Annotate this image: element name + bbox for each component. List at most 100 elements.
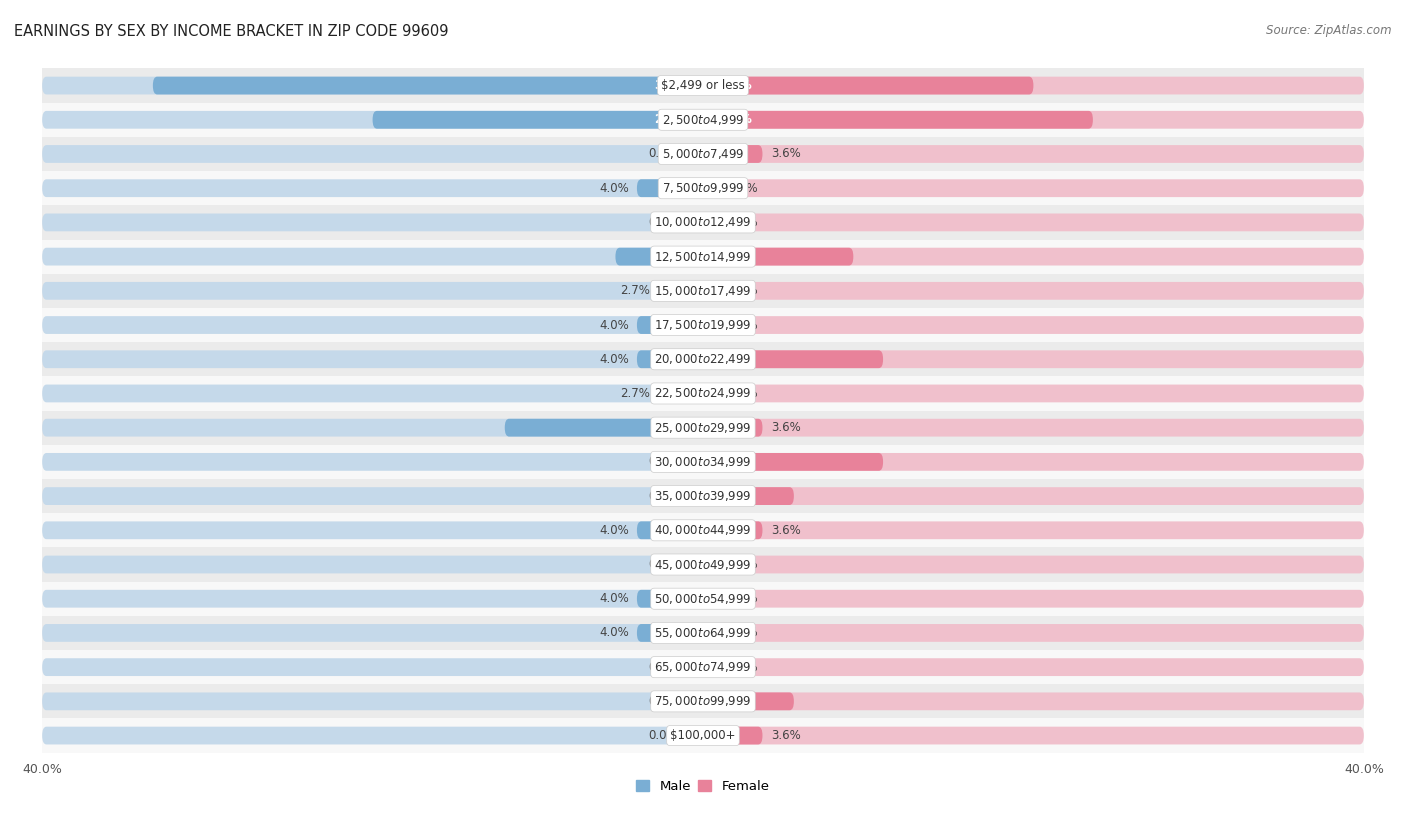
FancyBboxPatch shape <box>42 137 1364 171</box>
FancyBboxPatch shape <box>703 385 1364 402</box>
FancyBboxPatch shape <box>637 521 703 539</box>
Text: $25,000 to $29,999: $25,000 to $29,999 <box>654 420 752 435</box>
FancyBboxPatch shape <box>637 316 703 334</box>
FancyBboxPatch shape <box>703 487 794 505</box>
FancyBboxPatch shape <box>42 76 703 94</box>
FancyBboxPatch shape <box>703 624 1364 641</box>
FancyBboxPatch shape <box>42 521 703 539</box>
FancyBboxPatch shape <box>703 316 1364 334</box>
Text: 0.0%: 0.0% <box>728 627 758 640</box>
FancyBboxPatch shape <box>153 76 703 94</box>
Text: $10,000 to $12,499: $10,000 to $12,499 <box>654 215 752 229</box>
Text: 0.0%: 0.0% <box>728 181 758 194</box>
FancyBboxPatch shape <box>703 659 1364 676</box>
Text: 0.0%: 0.0% <box>728 592 758 605</box>
FancyBboxPatch shape <box>42 445 1364 479</box>
FancyBboxPatch shape <box>42 180 703 197</box>
FancyBboxPatch shape <box>637 589 703 607</box>
Text: Source: ZipAtlas.com: Source: ZipAtlas.com <box>1267 24 1392 37</box>
FancyBboxPatch shape <box>703 453 1364 471</box>
FancyBboxPatch shape <box>703 453 883 471</box>
Text: 5.3%: 5.3% <box>662 250 695 263</box>
FancyBboxPatch shape <box>703 419 762 437</box>
Text: 5.5%: 5.5% <box>711 489 744 502</box>
Text: 4.0%: 4.0% <box>599 627 628 640</box>
Text: 12.0%: 12.0% <box>654 421 695 434</box>
FancyBboxPatch shape <box>42 308 1364 342</box>
Text: 0.0%: 0.0% <box>728 285 758 298</box>
Text: $17,500 to $19,999: $17,500 to $19,999 <box>654 318 752 332</box>
Text: $12,500 to $14,999: $12,500 to $14,999 <box>654 250 752 263</box>
FancyBboxPatch shape <box>703 180 1364 197</box>
FancyBboxPatch shape <box>703 487 1364 505</box>
Text: $20,000 to $22,499: $20,000 to $22,499 <box>654 352 752 366</box>
FancyBboxPatch shape <box>703 111 1092 128</box>
FancyBboxPatch shape <box>703 589 1364 607</box>
FancyBboxPatch shape <box>42 479 1364 513</box>
FancyBboxPatch shape <box>42 555 703 573</box>
Text: 3.6%: 3.6% <box>770 524 800 537</box>
FancyBboxPatch shape <box>703 76 1033 94</box>
FancyBboxPatch shape <box>42 171 1364 206</box>
FancyBboxPatch shape <box>42 589 703 607</box>
Text: 4.0%: 4.0% <box>599 181 628 194</box>
FancyBboxPatch shape <box>42 693 703 711</box>
FancyBboxPatch shape <box>703 248 853 266</box>
FancyBboxPatch shape <box>42 453 703 471</box>
Text: $35,000 to $39,999: $35,000 to $39,999 <box>654 489 752 503</box>
FancyBboxPatch shape <box>637 350 703 368</box>
Text: 3.6%: 3.6% <box>770 421 800 434</box>
FancyBboxPatch shape <box>42 685 1364 719</box>
FancyBboxPatch shape <box>637 180 703 197</box>
FancyBboxPatch shape <box>42 111 703 128</box>
FancyBboxPatch shape <box>42 659 703 676</box>
FancyBboxPatch shape <box>703 419 1364 437</box>
Text: 0.0%: 0.0% <box>648 147 678 160</box>
Text: 10.9%: 10.9% <box>711 455 752 468</box>
Text: $2,499 or less: $2,499 or less <box>661 79 745 92</box>
FancyBboxPatch shape <box>42 624 703 641</box>
Text: 0.0%: 0.0% <box>728 319 758 332</box>
Text: 0.0%: 0.0% <box>648 216 678 229</box>
FancyBboxPatch shape <box>658 385 703 402</box>
FancyBboxPatch shape <box>703 145 762 163</box>
Text: $2,500 to $4,999: $2,500 to $4,999 <box>662 113 744 127</box>
Text: 0.0%: 0.0% <box>648 455 678 468</box>
FancyBboxPatch shape <box>703 693 1364 711</box>
FancyBboxPatch shape <box>42 719 1364 753</box>
FancyBboxPatch shape <box>703 350 883 368</box>
Text: 2.7%: 2.7% <box>620 285 650 298</box>
FancyBboxPatch shape <box>703 693 794 711</box>
FancyBboxPatch shape <box>42 214 703 232</box>
FancyBboxPatch shape <box>505 419 703 437</box>
FancyBboxPatch shape <box>42 411 1364 445</box>
FancyBboxPatch shape <box>42 68 1364 102</box>
Text: 3.6%: 3.6% <box>770 729 800 742</box>
Text: $15,000 to $17,499: $15,000 to $17,499 <box>654 284 752 298</box>
Text: $7,500 to $9,999: $7,500 to $9,999 <box>662 181 744 195</box>
FancyBboxPatch shape <box>703 145 1364 163</box>
Text: 4.0%: 4.0% <box>599 353 628 366</box>
Text: 0.0%: 0.0% <box>728 387 758 400</box>
Text: 0.0%: 0.0% <box>728 661 758 674</box>
Text: 4.0%: 4.0% <box>599 319 628 332</box>
Text: $45,000 to $49,999: $45,000 to $49,999 <box>654 558 752 572</box>
Text: 4.0%: 4.0% <box>599 592 628 605</box>
FancyBboxPatch shape <box>42 316 703 334</box>
FancyBboxPatch shape <box>42 102 1364 137</box>
FancyBboxPatch shape <box>373 111 703 128</box>
FancyBboxPatch shape <box>703 248 1364 266</box>
FancyBboxPatch shape <box>42 581 1364 615</box>
FancyBboxPatch shape <box>703 727 762 745</box>
FancyBboxPatch shape <box>616 248 703 266</box>
FancyBboxPatch shape <box>42 350 703 368</box>
Text: 5.5%: 5.5% <box>711 695 744 708</box>
FancyBboxPatch shape <box>703 282 1364 300</box>
FancyBboxPatch shape <box>42 385 703 402</box>
FancyBboxPatch shape <box>42 206 1364 240</box>
FancyBboxPatch shape <box>42 145 703 163</box>
Text: $5,000 to $7,499: $5,000 to $7,499 <box>662 147 744 161</box>
Text: $22,500 to $24,999: $22,500 to $24,999 <box>654 386 752 401</box>
FancyBboxPatch shape <box>703 521 1364 539</box>
Text: 10.9%: 10.9% <box>711 353 752 366</box>
